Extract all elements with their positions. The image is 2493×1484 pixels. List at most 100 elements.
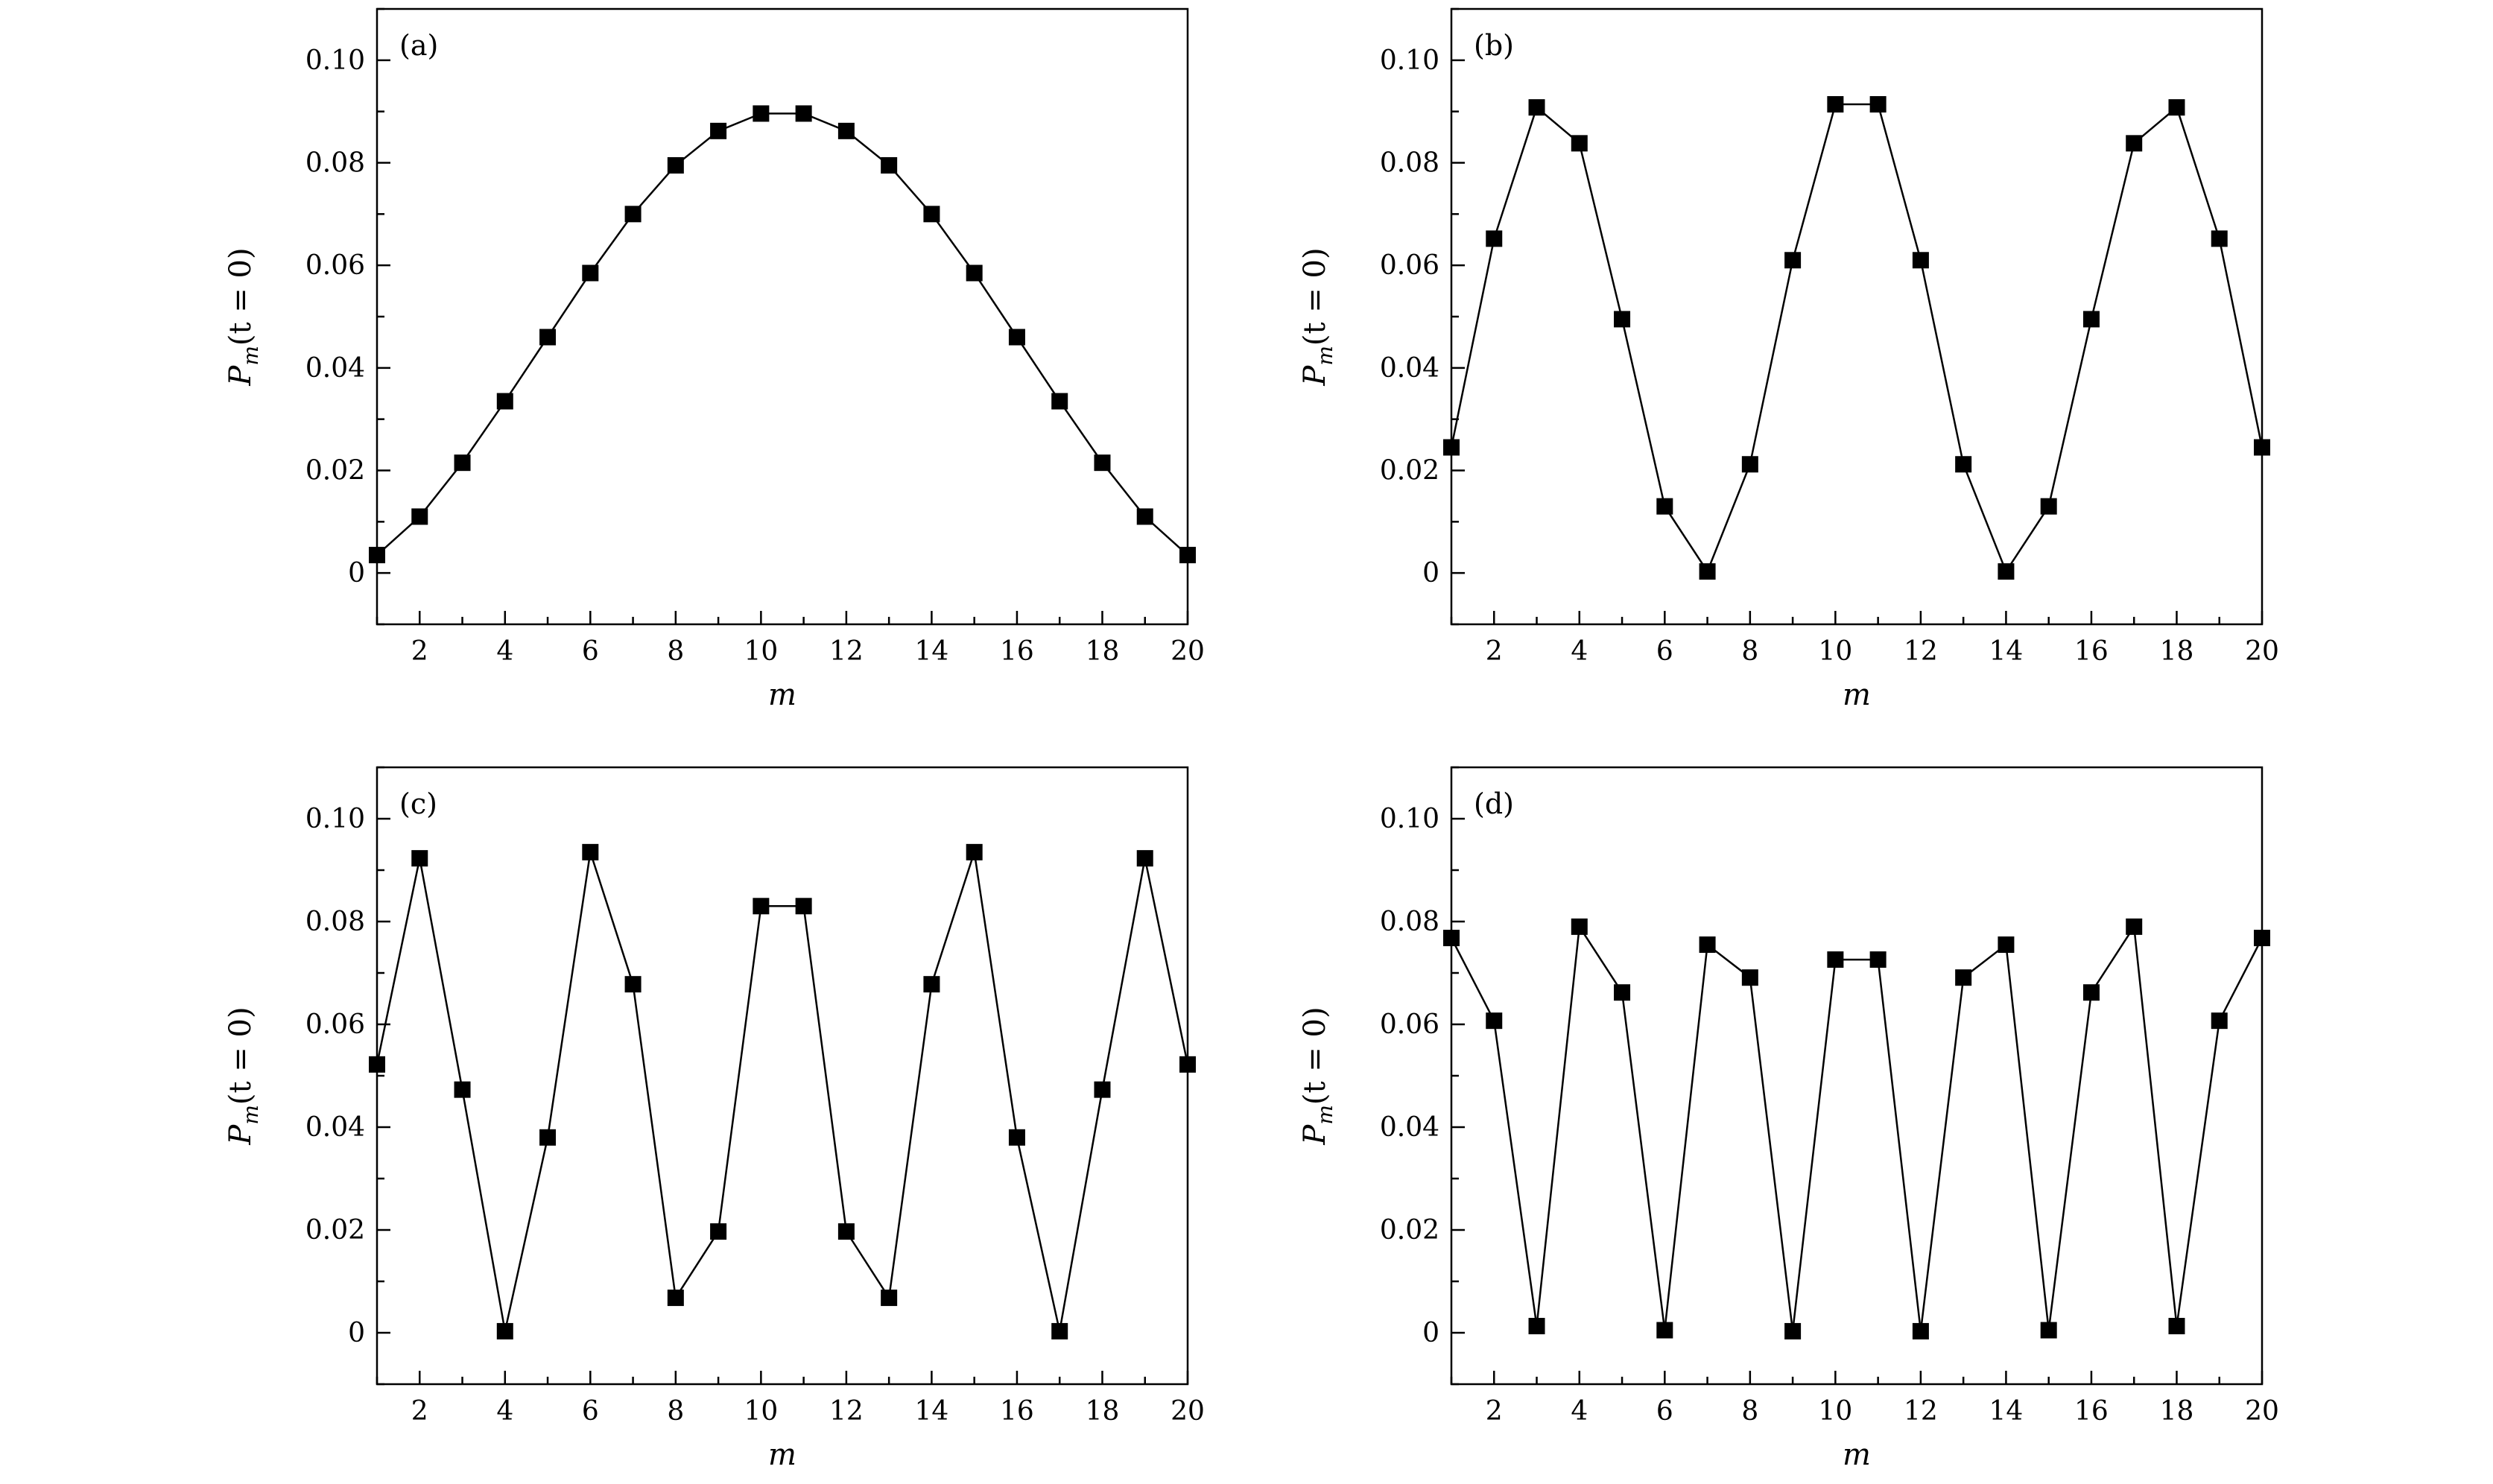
panel-b-x-tick-label: 2 <box>1486 636 1503 667</box>
panel-b-data-point <box>2254 439 2270 456</box>
panel-a-x-tick-label: 8 <box>667 636 684 667</box>
panel-c-x-tick-label: 20 <box>1171 1396 1205 1427</box>
panel-d-data-point <box>1699 936 1716 954</box>
panel-c-data-point <box>411 850 428 867</box>
panel-a-x-tick-label: 20 <box>1171 636 1205 667</box>
panel-c-y-tick-label: 0.04 <box>305 1112 365 1143</box>
panel-a-x-tick-label: 2 <box>411 636 428 667</box>
panel-c-data-point <box>1051 1322 1068 1339</box>
panel-d-x-tick-label: 14 <box>1989 1396 2024 1427</box>
panel-a-x-tick-label: 10 <box>744 636 778 667</box>
panel-c-data-point <box>624 976 642 993</box>
panel-d-data-point <box>1827 951 1844 968</box>
panel-c-data-point <box>837 1223 855 1240</box>
panel-b-y-axis-label: Pm(t = 0) <box>1298 247 1337 386</box>
panel-d-y-tick-label: 0.06 <box>1380 1009 1439 1040</box>
panel-a-y-tick-label: 0.06 <box>305 250 365 281</box>
panel-a-y-axis-label-main: P <box>224 365 258 387</box>
panel-d-x-tick-label: 12 <box>1904 1396 1938 1427</box>
panel-a-data-point <box>411 508 428 525</box>
panel-c-y-tick-label: 0.02 <box>305 1215 365 1246</box>
panel-b-data-point <box>1955 456 1972 473</box>
panel-b-y-tick-label: 0.02 <box>1380 456 1439 486</box>
panel-a-x-tick-label: 4 <box>496 636 513 667</box>
panel-a-y-axis-label-sub: m <box>238 346 263 366</box>
panel-b-data-point <box>1784 252 1802 269</box>
panel-c-data-point <box>369 1056 385 1073</box>
panel-b-data-point <box>1656 498 1673 515</box>
panel-b-data-point <box>1443 439 1460 456</box>
panel-c-x-tick-label: 8 <box>667 1396 684 1427</box>
panel-a-data-point <box>1008 329 1025 346</box>
panel-c-x-tick-label: 4 <box>496 1396 513 1427</box>
panel-d-x-tick-label: 6 <box>1656 1396 1673 1427</box>
panel-d-data-point <box>2211 1012 2228 1030</box>
panel-c-data-point <box>1179 1056 1196 1073</box>
panel-b-data-point <box>1614 311 1631 328</box>
panel-d-x-tick-label: 8 <box>1741 1396 1758 1427</box>
panel-a-y-tick-label: 0.04 <box>305 353 365 384</box>
panel-d-data-point <box>2168 1318 2185 1335</box>
panel-c-data-point <box>966 843 983 860</box>
panel-a-data-point <box>539 329 557 346</box>
panel-c-y-axis-label: Pm(t = 0) <box>224 1006 263 1145</box>
panel-c-data-point <box>1136 850 1153 867</box>
panel-c-data-point <box>795 898 812 915</box>
panel-b-data-point <box>1827 96 1844 113</box>
panel-a-data-point <box>454 454 471 472</box>
panel-a-data-point <box>582 264 599 282</box>
panel-d-y-tick-label: 0.02 <box>1380 1215 1439 1246</box>
panel-c-x-tick-label: 18 <box>1086 1396 1120 1427</box>
panel-a-data-point <box>624 206 642 223</box>
panel-a-x-tick-label: 12 <box>829 636 864 667</box>
panel-b-y-axis-label-rest: (t = 0) <box>1298 247 1332 346</box>
panel-c-series-line <box>376 852 1189 1332</box>
panel-c-y-tick-label: 0.06 <box>305 1009 365 1040</box>
panel-b-x-tick-label: 20 <box>2245 636 2279 667</box>
panel-b-y-tick-label: 0.10 <box>1380 45 1439 76</box>
panel-b-y-tick-label: 0.04 <box>1380 353 1439 384</box>
panel-a-y-tick-label: 0.10 <box>305 45 365 76</box>
panel-b-x-axis-label: m <box>1843 678 1871 712</box>
panel-b-plot-frame <box>1450 7 2264 626</box>
panel-c-data-point <box>667 1290 684 1307</box>
panel-d-data-point <box>1998 936 2015 954</box>
panel-c-label: (c) <box>399 787 437 820</box>
panel-a-x-tick-label: 16 <box>1000 636 1034 667</box>
panel-d-data-point <box>2082 984 2100 1001</box>
panel-b-data-point <box>1741 456 1758 473</box>
panel-d-y-axis-label: Pm(t = 0) <box>1298 1006 1337 1145</box>
panel-d-data-point <box>1443 930 1460 947</box>
panel-b-series-line <box>1450 103 2264 574</box>
panel-c-x-tick-label: 16 <box>1000 1396 1034 1427</box>
panel-b-data-point <box>2126 135 2143 152</box>
panel-d-data-point <box>1741 969 1758 986</box>
panel-d-x-tick-label: 18 <box>2160 1396 2194 1427</box>
panel-c: 2 4 6 8 10 12 14 16 18 20 0 0.02 0.04 0.06 0.08 0.10 (c)… <box>224 766 1205 1472</box>
panel-a-x-tick-label: 14 <box>915 636 949 667</box>
panel-d-label: (d) <box>1474 787 1514 820</box>
panel-a-data-point <box>667 156 684 174</box>
panel-a-label: (a) <box>399 29 438 62</box>
panel-d-series-line <box>1450 924 2264 1332</box>
panel-a-series-line <box>376 112 1188 556</box>
panel-d-y-tick-label: 0.10 <box>1380 804 1439 834</box>
panel-b-x-tick-label: 18 <box>2160 636 2194 667</box>
panel-b: 2 4 6 8 10 12 14 16 18 20 0 0.02 0.04 0.06 0.08 0.10 (b)… <box>1298 7 2279 712</box>
panel-d-data-point <box>2254 930 2270 947</box>
panel-d-x-tick-label: 20 <box>2245 1396 2279 1427</box>
panel-d-data-point <box>1528 1318 1545 1335</box>
panel-b-y-axis-label-sub: m <box>1313 346 1337 366</box>
panel-b-y-tick-label: 0.06 <box>1380 250 1439 281</box>
panel-b-data-point <box>2040 498 2057 515</box>
panel-c-data-point <box>1008 1129 1025 1146</box>
panel-a-x-tick-label: 18 <box>1086 636 1120 667</box>
panel-a-data-point <box>923 206 940 223</box>
panel-a-y-axis-label-rest: (t = 0) <box>224 247 258 346</box>
panel-d-data-point <box>2040 1322 2057 1339</box>
panel-b-data-point <box>1486 230 1503 247</box>
panel-d-data-point <box>1571 918 1588 935</box>
panel-c-x-tick-label: 10 <box>744 1396 778 1427</box>
panel-d-x-tick-label: 4 <box>1571 1396 1588 1427</box>
